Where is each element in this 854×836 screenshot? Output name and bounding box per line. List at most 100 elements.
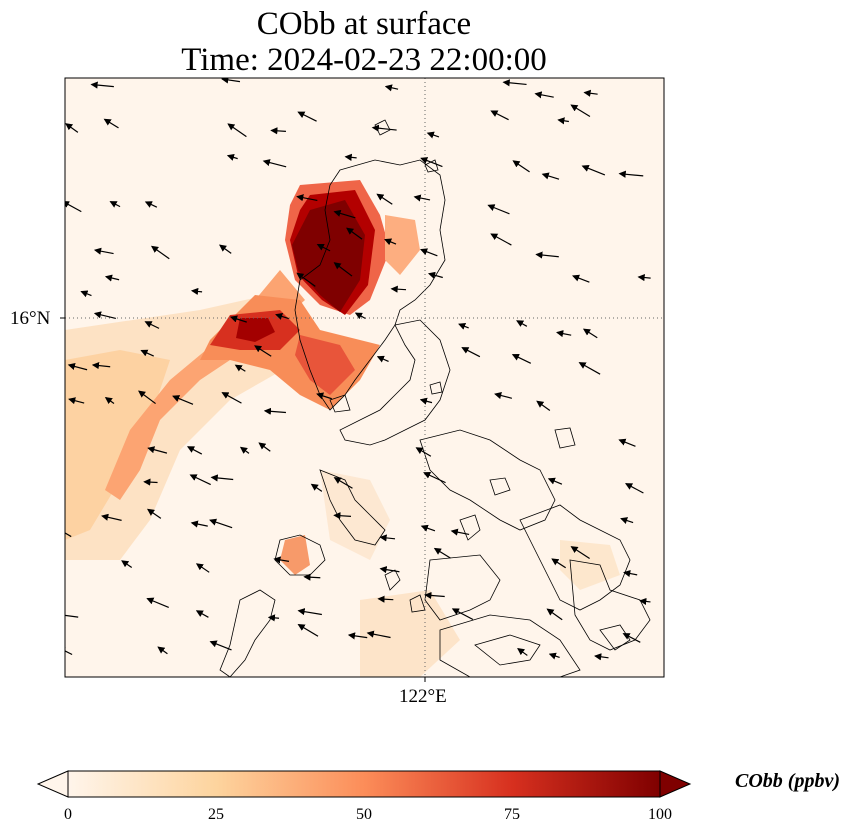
wind-vector-arrow — [502, 79, 527, 87]
wind-vector-arrow — [270, 127, 286, 135]
wind-vector-arrow — [487, 204, 510, 215]
wind-vector-arrow — [572, 274, 590, 283]
wind-vector-arrow — [254, 345, 272, 357]
wind-vector-arrow — [376, 193, 393, 205]
wind-vector-arrow — [303, 573, 321, 581]
colorbar-label: CObb (ppbv) — [735, 770, 840, 792]
wind-vector-arrow — [623, 570, 638, 578]
wind-vector-arrow — [461, 347, 481, 358]
wind-vector-arrow — [570, 104, 591, 118]
wind-vector-arrow — [65, 123, 79, 133]
wind-vector-arrow — [65, 614, 79, 618]
wind-vector-arrow — [91, 361, 111, 370]
wind-vector-arrow — [189, 474, 211, 486]
wind-vector-arrow — [620, 517, 634, 524]
wind-vector-arrow — [639, 597, 651, 606]
wind-vector-arrow — [625, 483, 644, 494]
wind-vector-arrow — [297, 111, 317, 122]
wind-vector-arrow — [297, 608, 322, 616]
wind-vector-arrow — [93, 247, 114, 255]
wind-vector-arrow — [316, 392, 332, 400]
wind-vector-arrow — [219, 244, 232, 254]
wind-vector-arrow — [450, 528, 470, 536]
wind-vector-arrow — [494, 392, 513, 400]
wind-vector-arrow — [517, 647, 528, 656]
wind-vector-arrow — [547, 477, 563, 485]
wind-vector-arrow — [297, 624, 319, 637]
wind-vector-arrow — [138, 390, 156, 405]
wind-vector-arrow — [104, 396, 115, 405]
colorbar-min-extend — [36, 770, 69, 798]
wind-vector-arrow — [534, 91, 554, 99]
wind-vector-arrow — [67, 363, 88, 371]
wind-vector-arrow — [512, 160, 530, 173]
wind-vector-arrow — [548, 652, 560, 660]
wind-vector-arrow — [347, 632, 368, 640]
wind-vector-arrow — [490, 233, 512, 246]
wind-vector-arrow — [419, 397, 433, 405]
wind-vector-arrow — [426, 131, 440, 139]
wind-vector-arrow — [333, 512, 352, 520]
wind-vector-arrow — [376, 355, 389, 363]
wind-vector-arrow — [144, 201, 158, 208]
wind-vector-arrow — [65, 532, 72, 538]
wind-vector-arrow — [103, 118, 119, 129]
longitude-label: 122°E — [399, 686, 447, 707]
wind-vector-arrow — [423, 471, 446, 484]
wind-vector-arrow — [333, 262, 353, 277]
wind-vector-arrow — [582, 328, 598, 339]
wind-vector-arrow — [458, 323, 469, 330]
wind-vector-arrow — [424, 591, 445, 600]
wind-vector-arrow — [637, 273, 651, 282]
wind-vector-arrow — [316, 243, 331, 252]
wind-vector-arrow — [333, 209, 356, 219]
wind-vector-arrow — [190, 520, 208, 528]
wind-vector-arrow — [581, 164, 606, 176]
wind-vector-arrow — [227, 123, 247, 138]
wind-vector-arrow — [195, 610, 209, 618]
wind-vector-arrow — [379, 534, 396, 542]
wind-vector-arrow — [618, 170, 644, 178]
wind-vector-arrow — [263, 407, 286, 415]
wind-vector-arrow — [551, 558, 567, 569]
wind-vector-arrow — [80, 290, 92, 298]
colorbar-tick-25: 25 — [208, 806, 224, 823]
wind-vector-arrow — [594, 653, 609, 661]
wind-vector-arrow — [221, 392, 242, 404]
colorbar-max-extend — [659, 770, 692, 798]
wind-vector-arrow — [622, 633, 641, 643]
wind-vector-arrow — [354, 312, 366, 320]
wind-vector-arrow — [190, 287, 203, 296]
wind-vector-arrow — [234, 364, 246, 372]
wind-vector-arrow — [143, 478, 158, 486]
wind-vector-arrow — [221, 78, 241, 84]
wind-vector-arrow — [583, 89, 598, 97]
wind-vector-arrow — [262, 159, 287, 168]
wind-vector-arrow — [195, 563, 210, 573]
wind-vector-arrow — [140, 349, 154, 357]
wind-vector-arrow — [186, 446, 203, 455]
wind-vector-arrow — [420, 157, 443, 168]
wind-vector-arrow — [258, 442, 271, 452]
wind-vector-arrow — [384, 84, 399, 92]
wind-vector-arrow — [344, 153, 357, 161]
wind-vector-arrow — [210, 474, 234, 482]
wind-vector-arrow — [541, 172, 560, 180]
wind-vector-arrow — [296, 194, 318, 202]
colorbar-tick-0: 0 — [64, 806, 72, 823]
wind-vector-arrow — [273, 556, 290, 564]
latitude-label: 16°N — [10, 308, 51, 329]
wind-vector-arrow — [101, 513, 122, 521]
wind-vector-arrow — [451, 608, 474, 621]
wind-vector-arrow — [413, 194, 431, 202]
wind-vector-arrow — [516, 320, 528, 327]
wind-vector-arrow — [68, 397, 85, 405]
wind-vector-arrow — [415, 447, 432, 457]
wind-vector-arrow — [557, 117, 569, 125]
wind-vector-arrow — [267, 614, 280, 622]
wind-vector-arrow — [147, 446, 168, 454]
wind-vector-arrow — [239, 446, 250, 454]
wind-vector-arrow — [535, 251, 559, 259]
colorbar-tick-75: 75 — [504, 806, 520, 823]
wind-vector-arrow — [209, 518, 233, 529]
